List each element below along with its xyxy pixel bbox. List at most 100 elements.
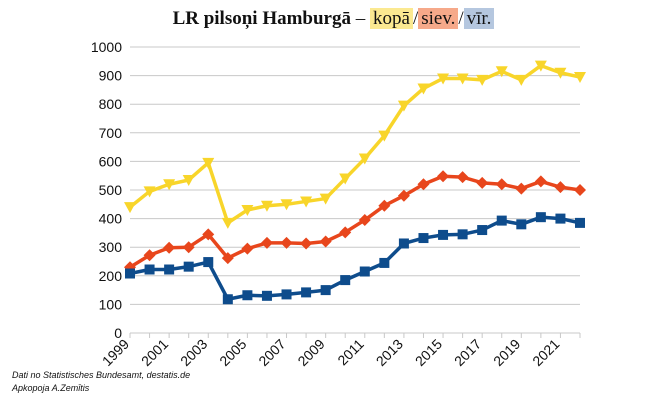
data-point-vr [183,261,194,272]
data-point-kop [456,73,469,85]
data-point-siev [221,252,234,265]
data-point-kop [554,67,567,79]
data-point-vr [535,212,546,223]
data-point-kop [574,72,586,84]
y-tick-label: 400 [99,211,123,227]
data-point-kop [495,66,508,78]
data-point-vr [281,289,292,300]
data-point-vr [301,287,312,298]
legend-label-vir: vīr. [463,8,495,29]
data-point-siev [495,178,508,191]
series-line-kop [128,63,581,225]
data-point-kop [280,199,293,211]
data-point-vr [261,290,272,301]
x-tick-label: 2019 [490,336,523,369]
y-tick-label: 0 [114,325,122,341]
data-point-kop [358,153,371,165]
data-point-vr [320,285,331,296]
x-tick-label: 2011 [334,336,367,369]
data-point-vr [575,217,585,228]
data-point-vr [222,294,233,305]
data-point-siev [476,176,489,189]
y-tick-label: 700 [99,125,123,141]
data-point-vr [555,213,566,224]
data-point-siev [202,228,215,241]
data-point-kop [163,179,176,191]
data-point-kop [476,74,489,86]
data-point-vr [242,290,253,301]
x-tick-label: 1999 [99,336,132,369]
data-point-vr [477,225,488,236]
data-point-kop [397,100,410,112]
legend-separator-1: / [412,8,419,29]
y-tick-label: 100 [99,296,123,312]
data-point-siev [437,170,450,183]
data-point-kop [319,193,332,205]
series-line-vr [129,215,581,301]
data-point-vr [457,229,468,240]
data-point-kop [339,173,352,185]
chart-title-prefix: LR pilsoņi Hamburgā [172,8,351,29]
x-tick-label: 2015 [412,336,445,369]
data-point-vr [379,257,390,268]
data-point-kop [260,200,273,212]
data-point-siev [260,236,273,249]
data-point-siev [319,235,332,248]
data-point-vr [516,219,527,230]
x-tick-label: 2017 [451,336,484,369]
legend-separator-2: / [458,8,464,29]
data-point-siev [241,242,254,255]
y-tick-label: 900 [99,68,123,84]
y-tick-label: 600 [99,153,123,169]
data-point-siev [163,241,176,254]
x-tick-label: 2021 [529,336,562,369]
data-point-siev [554,181,567,194]
source-note: Dati no Statistisches Bundesamt, destati… [12,370,191,380]
data-point-siev [182,241,195,254]
data-point-kop [182,174,195,186]
data-point-vr [203,257,214,268]
data-point-kop [124,202,136,214]
data-point-siev [456,171,469,184]
legend-label-siev: siev. [418,8,459,29]
data-point-kop [417,83,430,95]
x-tick-label: 2005 [216,336,249,369]
data-point-siev [143,249,156,262]
data-point-siev [339,226,352,239]
chart-title-dash: – [355,8,366,29]
data-point-kop [202,157,215,169]
data-point-siev [378,199,391,212]
y-tick-label: 200 [99,268,123,284]
data-point-kop [534,60,547,72]
data-point-kop [241,205,254,217]
data-point-siev [574,184,586,196]
data-point-vr [496,215,507,226]
data-point-vr [398,238,409,249]
y-tick-label: 1000 [91,39,122,55]
data-point-vr [359,266,370,277]
x-tick-label: 2001 [138,336,171,369]
y-tick-label: 500 [99,182,123,198]
data-point-vr [125,268,135,279]
x-tick-label: 2007 [255,336,288,369]
data-point-kop [437,73,450,85]
data-point-kop [221,217,234,229]
data-point-siev [515,182,528,195]
y-tick-label: 800 [99,96,123,112]
data-point-vr [340,275,351,286]
legend-label-kopa: kopā [370,8,413,29]
data-point-vr [438,229,449,240]
data-point-kop [143,186,156,198]
data-point-kop [515,74,528,86]
author-note: Apkopoja A.Zemītis [12,383,90,393]
data-point-siev [397,189,410,202]
x-tick-label: 2003 [177,336,210,369]
x-tick-label: 2013 [373,336,406,369]
y-tick-label: 300 [99,239,123,255]
data-point-siev [358,214,371,227]
x-tick-label: 2009 [294,336,327,369]
data-point-kop [378,130,391,142]
data-point-vr [144,264,155,275]
data-point-vr [164,264,175,275]
